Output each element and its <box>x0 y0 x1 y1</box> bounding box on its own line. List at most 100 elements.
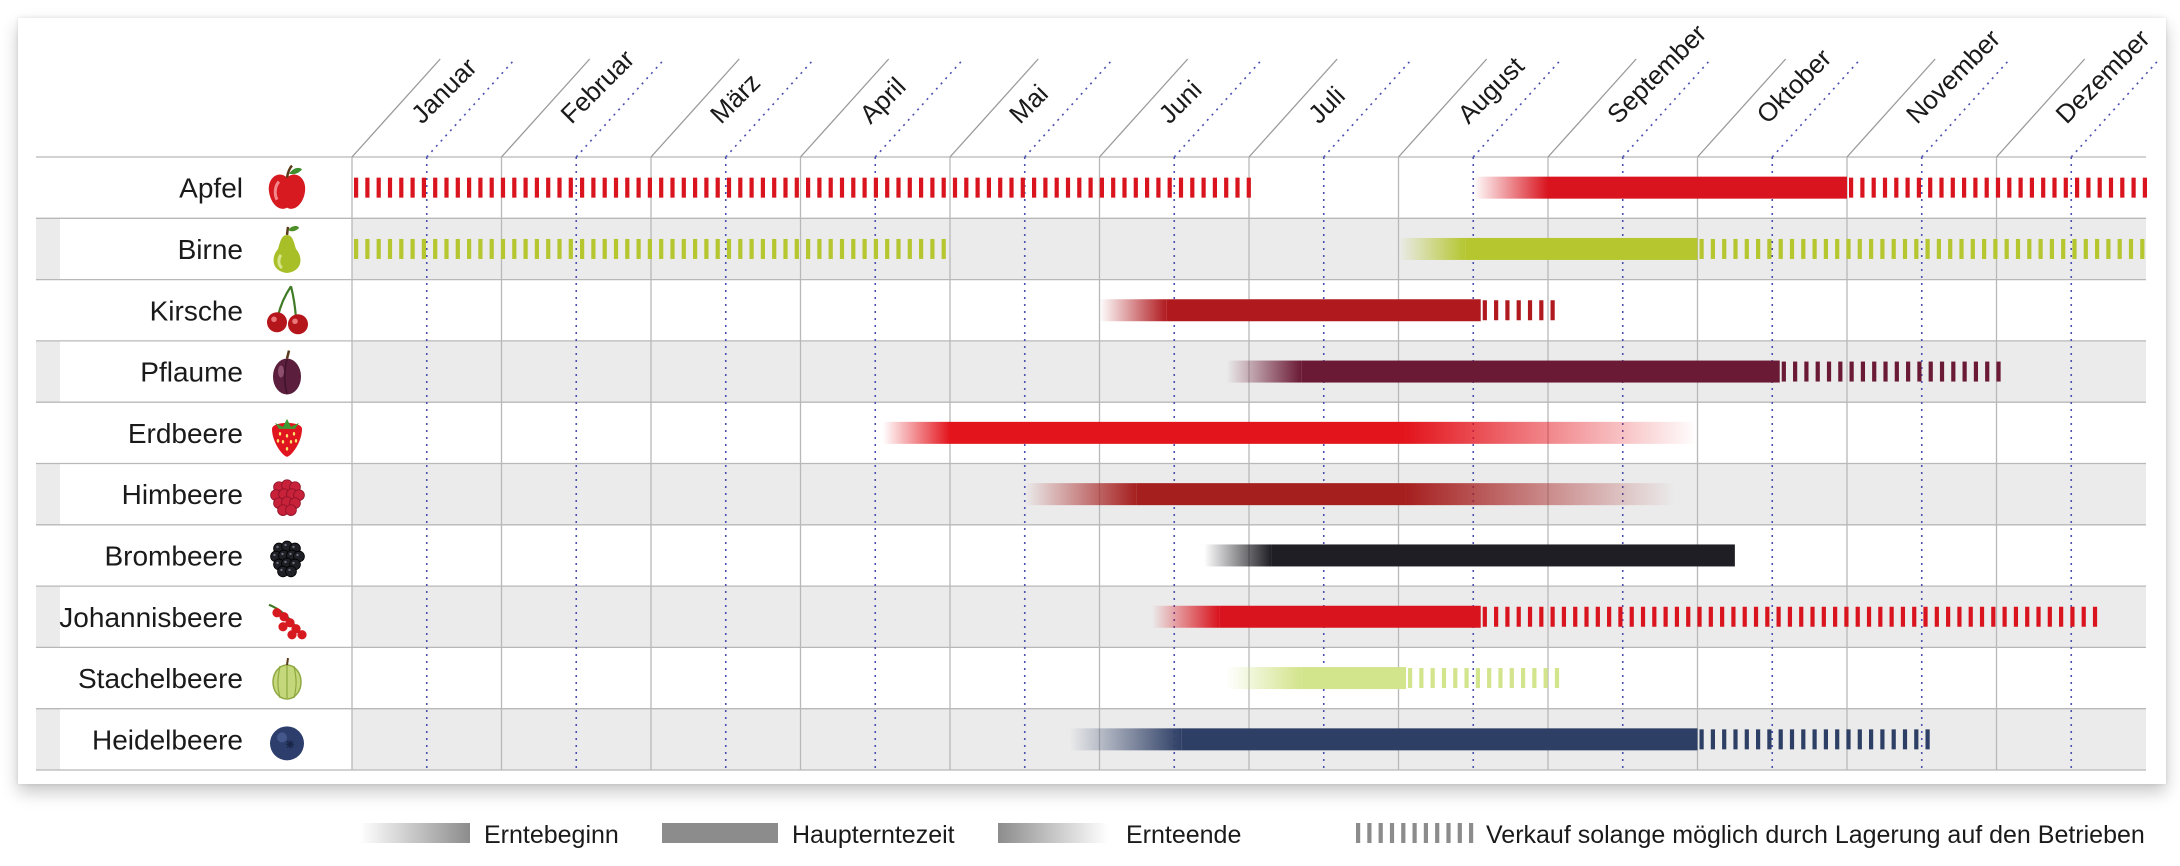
bar-haupterntezeit-0-2 <box>1548 176 1847 199</box>
stripe <box>998 177 1003 198</box>
stripe <box>1550 300 1555 321</box>
stripe <box>410 177 415 198</box>
stripe <box>1190 177 1195 198</box>
currant-icon <box>268 603 307 640</box>
stripe <box>523 177 528 198</box>
stripe <box>1835 238 1840 259</box>
stripe <box>1789 238 1795 259</box>
stripe <box>512 177 517 198</box>
stripe <box>399 238 404 259</box>
fruit-label-2: Kirsche <box>150 295 243 326</box>
stripe <box>444 177 449 198</box>
apple-icon <box>268 164 306 209</box>
stripe <box>2029 177 2034 198</box>
stripe <box>1407 668 1413 689</box>
stripe <box>862 238 867 259</box>
stripe <box>1457 823 1462 843</box>
stripe <box>568 238 573 259</box>
month-header-line <box>1846 58 1936 158</box>
stripe <box>557 177 562 198</box>
stripe <box>1912 606 1917 627</box>
stripe <box>1844 606 1849 627</box>
stripe <box>376 177 381 198</box>
stripe <box>715 177 720 198</box>
stripe <box>1423 823 1428 843</box>
stripe <box>1789 729 1795 750</box>
stripe <box>500 177 506 198</box>
stripe <box>1880 238 1885 259</box>
stripe <box>534 177 539 198</box>
stripe <box>1516 300 1521 321</box>
stripe <box>1054 177 1059 198</box>
stripe <box>1948 238 1953 259</box>
stripe <box>941 238 946 259</box>
stripe <box>693 177 698 198</box>
stripe <box>2015 238 2021 259</box>
mid-month-header-line <box>1771 58 1862 158</box>
stripe <box>1697 606 1702 627</box>
stripe <box>738 177 743 198</box>
stripe <box>1985 361 1990 382</box>
stripe <box>647 238 652 259</box>
stripe <box>365 238 370 259</box>
stripe <box>715 238 720 259</box>
mid-month-header-line <box>725 58 815 158</box>
stripe <box>433 238 438 259</box>
blueberry-icon <box>270 726 304 761</box>
stripe <box>2038 238 2043 259</box>
plum-icon <box>273 350 301 395</box>
stripe <box>1906 361 1911 382</box>
stripe <box>794 177 799 198</box>
stripe <box>1699 238 1704 259</box>
row-stub-9 <box>36 708 60 770</box>
stripe <box>1520 668 1526 689</box>
mid-month-header-line <box>874 58 965 158</box>
stripe <box>1776 606 1781 627</box>
fruit-icons <box>267 164 308 761</box>
stripe <box>975 177 980 198</box>
stripe <box>1009 177 1014 198</box>
row-stub-1 <box>36 218 60 280</box>
stripe <box>444 238 449 259</box>
month-header-line <box>501 58 591 158</box>
month-label-7: Juli <box>1302 80 1351 129</box>
legend-item-ernteende: Ernteende <box>998 821 1241 849</box>
bar-verkauf-1-3 <box>1699 238 2145 259</box>
stripe <box>704 238 709 259</box>
bar-erntebeginn-9-0 <box>1069 728 1182 751</box>
stripe <box>1731 606 1736 627</box>
stripe <box>1509 668 1514 689</box>
stripe <box>783 177 788 198</box>
stripe <box>1787 606 1793 627</box>
stripe <box>1412 823 1417 843</box>
fruit-label-6: Brombeere <box>104 540 243 571</box>
stripe <box>1991 606 1996 627</box>
stripe <box>1516 606 1521 627</box>
stripe <box>591 238 596 259</box>
stripe <box>500 238 506 259</box>
month-label-4: April <box>854 71 912 129</box>
stripe <box>1733 238 1738 259</box>
bar-erntebeginn-1-1 <box>1398 237 1466 260</box>
stripe <box>433 177 438 198</box>
stripe <box>2025 606 2030 627</box>
month-label-11: November <box>1900 23 2006 129</box>
stripe <box>1849 177 1854 198</box>
stripe <box>794 238 799 259</box>
stripe <box>1674 606 1680 627</box>
bar-verkauf-9-2 <box>1699 729 1930 750</box>
stripe <box>1846 238 1851 259</box>
stripe <box>602 177 607 198</box>
stripe <box>1979 606 1985 627</box>
stripe <box>1936 238 1941 259</box>
stripe <box>523 238 528 259</box>
bar-erntebeginn-6-0 <box>1204 544 1272 567</box>
stripe <box>1925 238 1930 259</box>
stripe <box>919 177 924 198</box>
stripe <box>512 238 517 259</box>
stripe <box>1435 823 1440 843</box>
bar-verkauf-2-2 <box>1482 300 1555 321</box>
stripe <box>1032 177 1037 198</box>
stripe <box>2120 177 2125 198</box>
stripe <box>489 238 494 259</box>
